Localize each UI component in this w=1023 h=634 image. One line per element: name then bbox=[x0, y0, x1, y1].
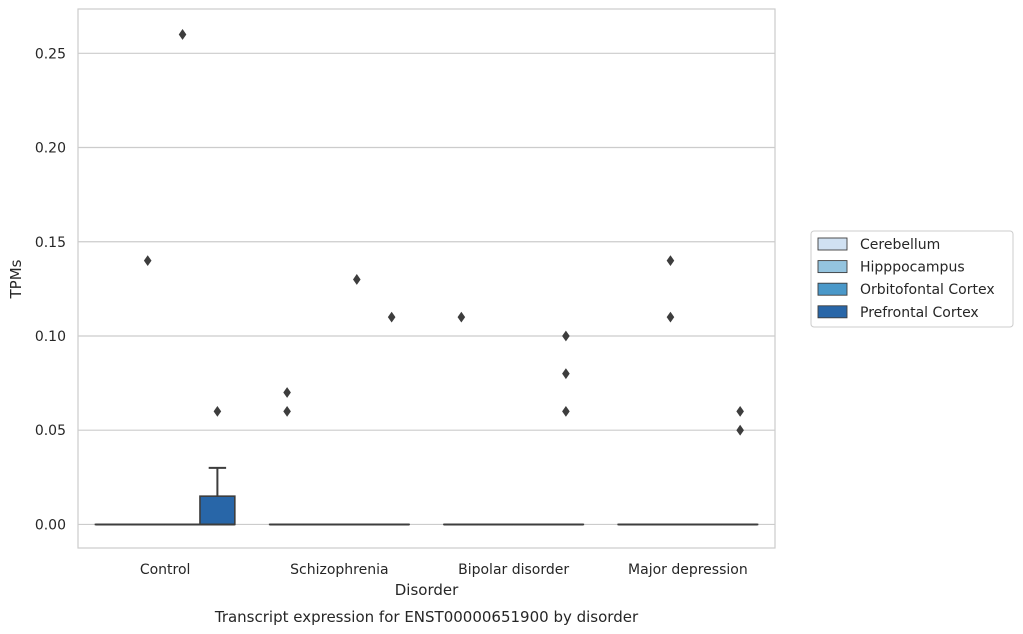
outlier-point bbox=[143, 255, 152, 266]
x-axis-label: Disorder bbox=[395, 581, 459, 599]
legend-entry-label: Hipppocampus bbox=[860, 260, 965, 276]
legend-entry-label: Prefrontal Cortex bbox=[860, 305, 979, 321]
outlier-point bbox=[353, 274, 361, 285]
y-tick-label: 0.05 bbox=[35, 423, 66, 439]
outlier-point bbox=[736, 405, 744, 417]
legend-entry-label: Orbitofontal Cortex bbox=[860, 282, 995, 298]
legend-swatch bbox=[817, 237, 848, 251]
outlier-point bbox=[283, 387, 291, 398]
x-tick-label: Bipolar disorder bbox=[458, 562, 569, 578]
series-prefrontal-cortex bbox=[199, 311, 759, 526]
outlier-point bbox=[562, 330, 570, 342]
x-tick-label: Control bbox=[140, 562, 191, 578]
outlier-point bbox=[666, 255, 675, 266]
y-tick-label: 0.15 bbox=[35, 235, 66, 251]
y-axis-label: TPMs bbox=[7, 259, 25, 299]
legend-swatch bbox=[817, 260, 848, 274]
x-tick-label: Schizophrenia bbox=[290, 562, 388, 578]
outlier-point bbox=[387, 311, 396, 323]
outlier-point bbox=[213, 405, 222, 417]
x-tick-label: Major depression bbox=[628, 562, 748, 578]
series-orbitofontal-cortex bbox=[164, 29, 724, 526]
box bbox=[199, 495, 236, 526]
x-axis-ticks: Control Schizophrenia Bipolar disorder Majo… bbox=[140, 562, 748, 578]
y-tick-label: 0.10 bbox=[35, 329, 66, 345]
box-series bbox=[94, 29, 759, 526]
series-hipppocampus bbox=[129, 255, 689, 526]
outlier-point bbox=[666, 311, 675, 323]
series-cerebellum bbox=[94, 311, 654, 526]
outlier-point bbox=[178, 29, 187, 40]
grid-lines bbox=[78, 52, 775, 526]
legend-swatch bbox=[817, 282, 848, 296]
outlier-point bbox=[736, 424, 744, 436]
chart-caption: Transcript expression for ENST0000065190… bbox=[214, 608, 639, 626]
legend-swatch bbox=[817, 305, 848, 319]
y-axis-ticks: 0.00 0.05 0.10 0.15 0.20 0.25 bbox=[35, 46, 66, 533]
legend: Cerebellum Hipppocampus Orbitofontal Corte… bbox=[810, 230, 1014, 328]
outlier-point bbox=[283, 405, 291, 417]
outlier-point bbox=[562, 405, 570, 417]
legend-entry-label: Cerebellum bbox=[860, 237, 940, 253]
y-tick-label: 0.25 bbox=[35, 46, 66, 62]
outlier-point bbox=[562, 368, 570, 380]
y-tick-label: 0.00 bbox=[35, 517, 66, 533]
plot-area-frame bbox=[77, 8, 776, 549]
legend-frame bbox=[810, 230, 1014, 328]
y-tick-label: 0.20 bbox=[35, 141, 66, 157]
outlier-point bbox=[457, 311, 466, 323]
